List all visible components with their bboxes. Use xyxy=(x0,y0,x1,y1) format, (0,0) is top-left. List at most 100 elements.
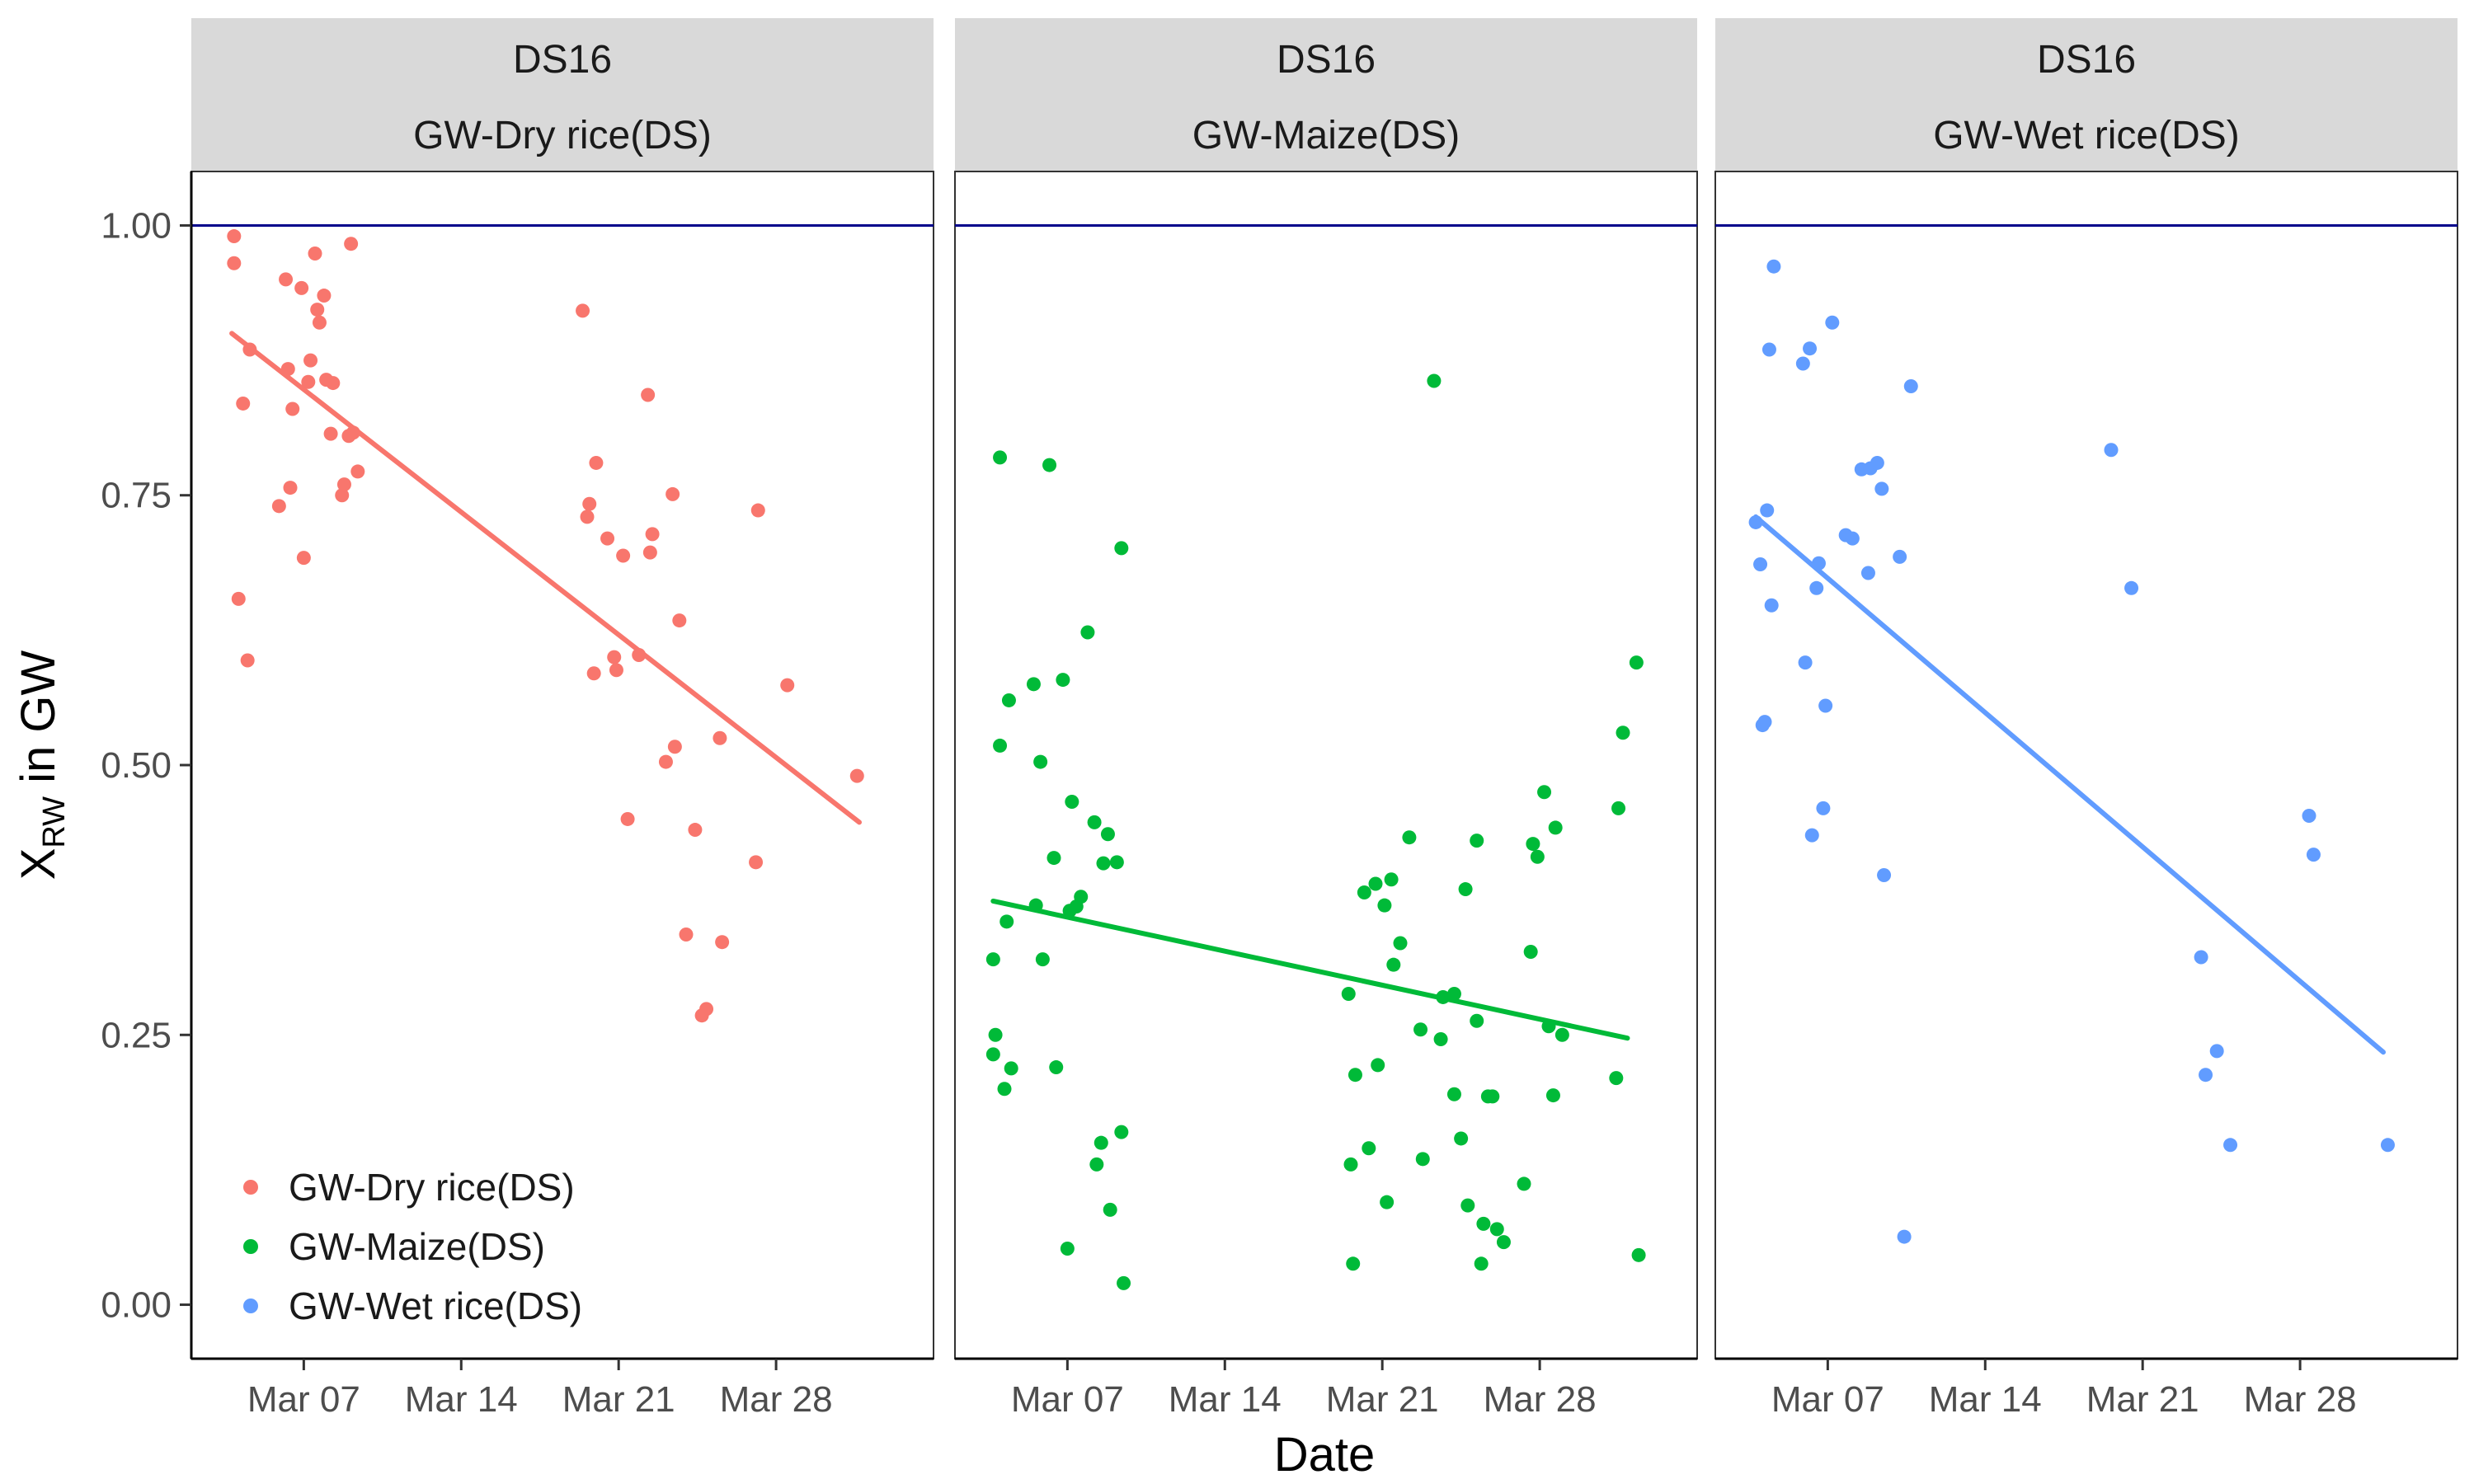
data-point xyxy=(1384,872,1399,887)
data-point xyxy=(1103,1202,1117,1217)
data-point xyxy=(1065,795,1079,810)
data-point xyxy=(1611,801,1626,815)
data-point xyxy=(1001,693,1016,707)
data-point xyxy=(2302,809,2316,824)
data-point xyxy=(1541,1019,1556,1034)
data-point xyxy=(1454,1131,1469,1146)
facet-panel: DS16 GW-Maize(DS) Mar 07 Mar 14 Mar 21 Mar 28 xyxy=(954,18,1698,1420)
data-point xyxy=(279,272,294,287)
data-point xyxy=(607,650,622,665)
facet-strip-season: DS16 xyxy=(1277,38,1376,82)
facet-strip-treatment: GW-Wet rice(DS) xyxy=(1933,114,2240,157)
data-point xyxy=(1474,1256,1489,1271)
data-point xyxy=(317,289,332,303)
data-point xyxy=(2124,580,2139,595)
data-point xyxy=(666,486,680,501)
x-tick-label: Mar 21 xyxy=(2086,1379,2199,1420)
data-point xyxy=(993,738,1008,753)
data-point xyxy=(985,1047,1000,1062)
data-point xyxy=(1517,1176,1531,1191)
facet-strip xyxy=(955,18,1697,171)
legend-item: GW-Dry rice(DS) xyxy=(243,1166,575,1209)
data-point xyxy=(632,647,647,662)
data-point xyxy=(667,740,682,754)
data-point xyxy=(2199,1068,2213,1082)
data-point xyxy=(997,1082,1012,1097)
data-point xyxy=(2194,950,2208,965)
x-tick-label: Mar 14 xyxy=(405,1379,518,1420)
data-point xyxy=(1047,851,1061,866)
x-tick-label: Mar 07 xyxy=(1011,1379,1124,1420)
data-point xyxy=(1096,856,1111,871)
data-point xyxy=(296,551,311,566)
facet-strip-season: DS16 xyxy=(513,38,612,82)
x-tick-label: Mar 21 xyxy=(1326,1379,1439,1420)
data-point xyxy=(1523,944,1538,959)
data-point xyxy=(2380,1138,2395,1153)
data-point xyxy=(1629,655,1644,670)
trend-line xyxy=(990,898,1630,1041)
data-point xyxy=(1811,556,1826,571)
data-point xyxy=(1114,541,1129,556)
legend-swatch xyxy=(243,1239,258,1254)
data-point xyxy=(2306,848,2321,862)
legend-label: GW-Wet rice(DS) xyxy=(289,1284,582,1327)
data-point xyxy=(1100,827,1115,842)
data-point xyxy=(988,1027,1003,1042)
data-point xyxy=(2223,1138,2238,1153)
data-point xyxy=(576,303,590,318)
data-point xyxy=(335,488,350,503)
data-point xyxy=(1049,1060,1064,1075)
data-point xyxy=(283,481,298,495)
y-tick-label: 0.75 xyxy=(101,476,172,516)
data-point xyxy=(285,402,300,416)
data-point xyxy=(1545,1088,1560,1103)
data-point xyxy=(616,548,631,563)
data-point xyxy=(999,914,1014,929)
y-tick-label: 0.50 xyxy=(101,745,172,786)
data-point xyxy=(1446,987,1461,1002)
data-point xyxy=(1860,566,1875,580)
data-point xyxy=(688,823,703,838)
data-point xyxy=(1368,876,1383,891)
data-point xyxy=(1818,698,1833,713)
y-tick-label: 1.00 xyxy=(101,205,172,246)
data-point xyxy=(227,229,242,244)
data-point xyxy=(1764,598,1779,613)
data-point xyxy=(1803,341,1818,356)
data-point xyxy=(1458,882,1473,897)
data-point xyxy=(1056,673,1070,688)
data-point xyxy=(750,503,765,518)
data-point xyxy=(1109,855,1124,870)
data-point xyxy=(326,376,341,391)
data-point xyxy=(589,455,604,470)
data-point xyxy=(1496,1235,1511,1250)
data-point xyxy=(1874,481,1889,496)
data-point xyxy=(1042,458,1057,472)
legend-item: GW-Maize(DS) xyxy=(243,1225,545,1268)
data-point xyxy=(1371,1058,1385,1073)
data-point xyxy=(1348,1068,1362,1082)
data-point xyxy=(1485,1089,1500,1104)
data-point xyxy=(1530,849,1545,864)
data-point xyxy=(1748,514,1763,529)
data-point xyxy=(1033,754,1048,769)
facets-layer: DS16 GW-Dry rice(DS) Mar 07 Mar 14 Mar 21 Mar… xyxy=(190,18,2458,1420)
data-point xyxy=(1766,259,1781,274)
x-tick-label: Mar 28 xyxy=(2244,1379,2357,1420)
data-point xyxy=(1804,828,1819,843)
data-point xyxy=(1343,1157,1358,1172)
facet-panel: DS16 GW-Dry rice(DS) Mar 07 Mar 14 Mar 21 Mar… xyxy=(190,18,934,1420)
data-point xyxy=(780,678,795,693)
data-point xyxy=(336,477,351,492)
data-point xyxy=(609,663,623,678)
data-point xyxy=(1809,580,1824,595)
facet-strip-treatment: GW-Dry rice(DS) xyxy=(413,114,712,157)
data-point xyxy=(1631,1247,1646,1262)
facet-strip-season: DS16 xyxy=(2037,38,2136,82)
data-point xyxy=(1761,342,1776,357)
data-point xyxy=(672,613,687,628)
data-point xyxy=(1753,557,1768,572)
data-point xyxy=(600,531,615,546)
trend-line xyxy=(1753,514,2386,1055)
